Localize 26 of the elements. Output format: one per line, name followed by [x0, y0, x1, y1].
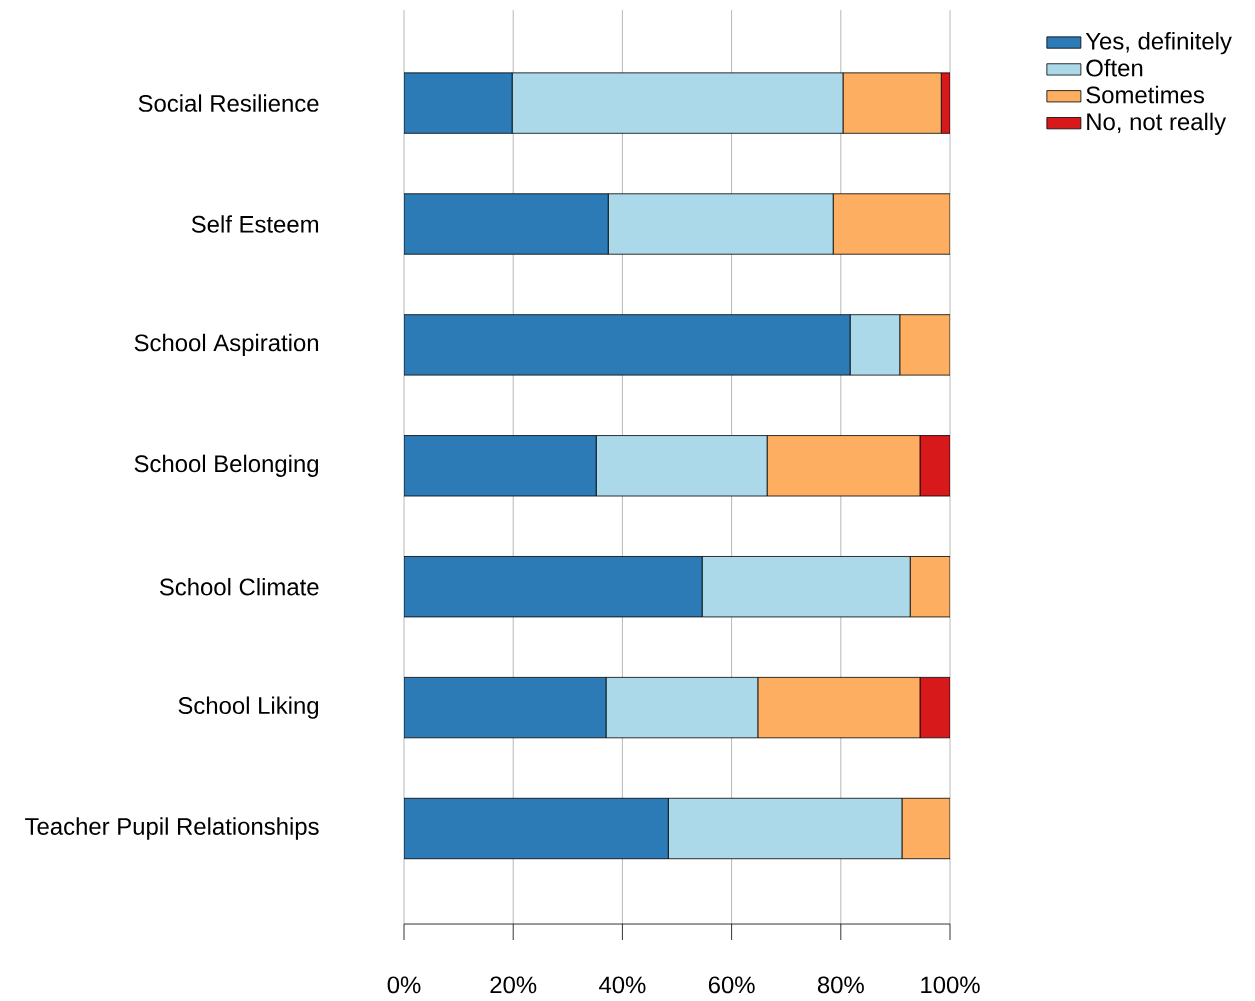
y-tick-label: School Belonging: [134, 454, 319, 477]
bar: [404, 556, 703, 618]
bar: [404, 193, 609, 255]
bar: [919, 676, 951, 739]
y-tick-label: School Climate: [159, 577, 319, 596]
legend-label: No, not really: [1087, 112, 1227, 135]
bar: [404, 314, 851, 376]
bar: [404, 72, 513, 134]
x-tick-label: 100%: [921, 976, 980, 994]
bar: [404, 797, 669, 860]
bar: [919, 435, 951, 497]
y-tick-label: School Aspiration: [134, 333, 319, 357]
x-tick-label: 20%: [490, 976, 537, 994]
x-tick-label: 40%: [599, 976, 646, 994]
legend-label: Sometimes: [1086, 85, 1204, 104]
x-tick-label: 60%: [708, 976, 755, 994]
x-tick-label: 0%: [387, 976, 421, 994]
legend-label: Often: [1086, 58, 1143, 77]
bar: [404, 676, 607, 739]
y-tick-label: Teacher Pupil Relationships: [25, 817, 319, 840]
y-tick-label: Self Esteem: [191, 215, 319, 233]
legend-label: Yes, definitely: [1085, 32, 1232, 55]
bar: [404, 435, 597, 497]
y-tick-label: School Liking: [178, 696, 319, 719]
x-tick-label: 80%: [817, 976, 864, 994]
y-tick-label: Social Resilience: [138, 94, 319, 112]
